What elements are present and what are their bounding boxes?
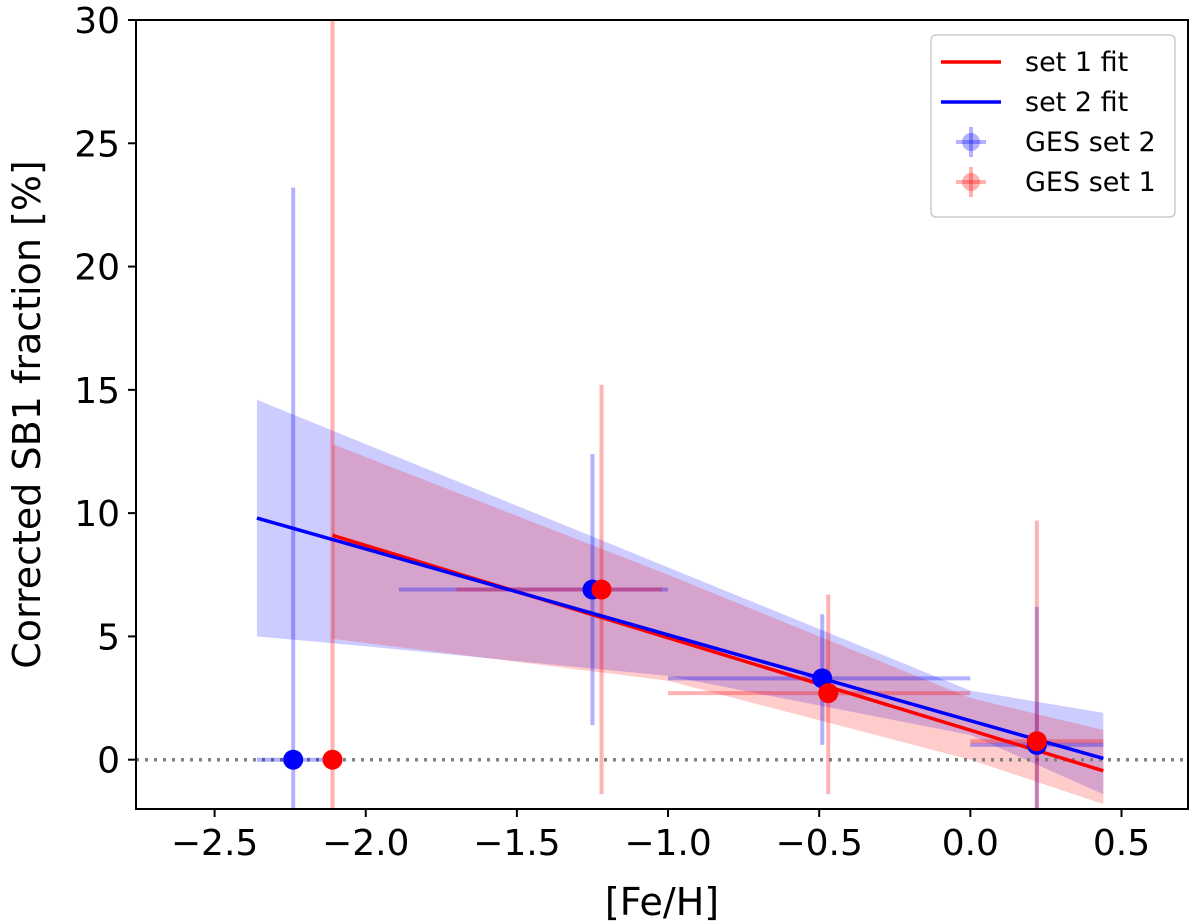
legend-ges-set-1-marker bbox=[962, 173, 980, 191]
x-tick-label: −2.5 bbox=[171, 823, 258, 864]
x-axis-ticks: −2.5 −2.0 −1.5 −1.0 −0.5 0.0 0.5 bbox=[171, 809, 1150, 864]
y-tick-label: 0 bbox=[97, 741, 120, 782]
confidence-bands bbox=[256, 399, 1104, 805]
set-2-fit-line bbox=[256, 516, 1104, 761]
legend-box bbox=[930, 34, 1176, 218]
legend-set-1-fit-label: set 1 fit bbox=[1025, 47, 1128, 78]
ges-set-1-point-0 bbox=[322, 749, 343, 770]
ges-set-1-point-2 bbox=[818, 683, 839, 704]
ges-set-2-point-0 bbox=[283, 749, 304, 770]
x-axis-label: [Fe/H] bbox=[605, 880, 719, 923]
x-tick-label: −1.5 bbox=[473, 823, 560, 864]
legend-ges-set-2-label: GES set 2 bbox=[1025, 127, 1156, 158]
x-tick-label: −1.0 bbox=[624, 823, 711, 864]
set-2-fit-band bbox=[256, 399, 1104, 795]
set-1-fit-band bbox=[332, 444, 1104, 805]
y-axis-ticks: 0 5 10 15 20 25 30 bbox=[74, 1, 136, 782]
x-tick-label: 0.5 bbox=[1093, 823, 1150, 864]
x-tick-label: −2.0 bbox=[322, 823, 409, 864]
y-tick-label: 20 bbox=[74, 248, 120, 289]
fit-lines bbox=[256, 516, 1104, 773]
legend-ges-set-2-marker bbox=[962, 133, 980, 151]
y-tick-label: 15 bbox=[74, 371, 120, 412]
y-tick-label: 30 bbox=[74, 1, 120, 42]
y-tick-label: 10 bbox=[74, 494, 120, 535]
y-tick-label: 25 bbox=[74, 124, 120, 165]
plot-frame bbox=[135, 19, 1189, 810]
data-points bbox=[283, 579, 1047, 770]
x-tick-label: 0.0 bbox=[942, 823, 999, 864]
legend-set-2-fit-label: set 2 fit bbox=[1025, 87, 1128, 118]
ges-set-1-point-3 bbox=[1026, 731, 1047, 752]
y-tick-label: 5 bbox=[97, 617, 120, 658]
y-axis-label: Corrected SB1 fraction [%] bbox=[5, 160, 49, 669]
legend-ges-set-1-label: GES set 1 bbox=[1025, 167, 1156, 198]
x-tick-label: −0.5 bbox=[775, 823, 862, 864]
legend: set 1 fit set 2 fit GES set 2 GES set 1 bbox=[930, 34, 1176, 218]
ges-set-1-point-1 bbox=[591, 579, 612, 600]
